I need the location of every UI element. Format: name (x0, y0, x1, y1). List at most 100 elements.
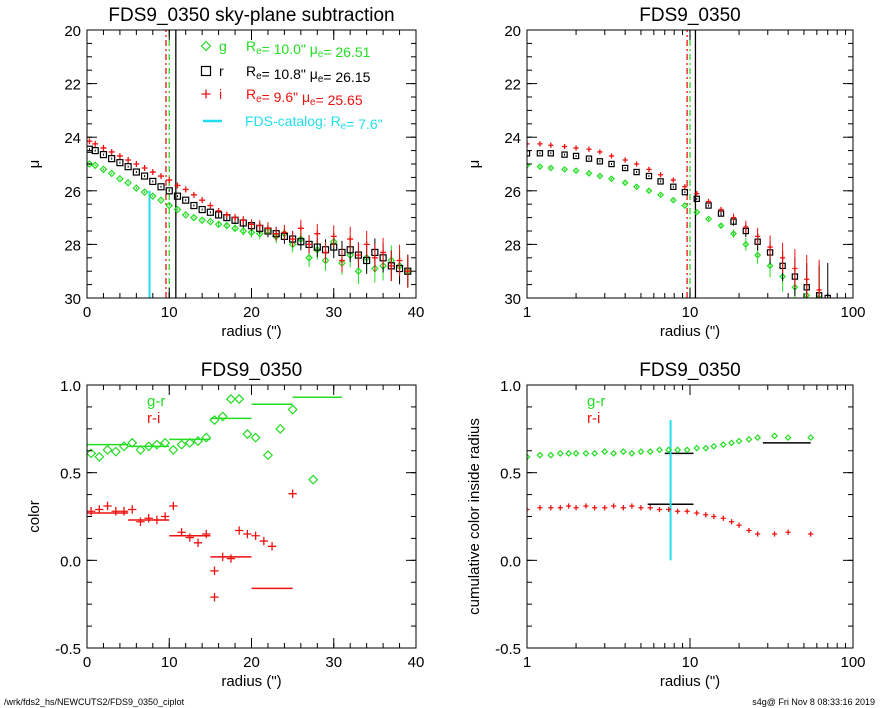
diamond-point (214, 220, 223, 229)
diamond-point (206, 217, 215, 226)
plus-point (174, 182, 181, 189)
legend: g-rr-i (587, 393, 605, 427)
diamond-point (124, 178, 132, 187)
plus-point (243, 529, 252, 539)
diamond-point (683, 446, 691, 454)
plus-point (711, 513, 717, 520)
plus-point (264, 225, 271, 232)
y-tick-label: 1.0 (60, 378, 81, 395)
diamond-point (308, 474, 319, 485)
legend-entry: g-r (147, 393, 165, 410)
legend-entry: r-i (587, 410, 600, 427)
series-g-r (527, 432, 815, 461)
square-point (657, 178, 664, 185)
diamond-point (102, 444, 113, 455)
plus-point (380, 249, 387, 256)
y-tick-label: 0.0 (60, 553, 81, 570)
plus-point (682, 184, 688, 190)
diamond-point (527, 453, 531, 461)
diamond-point (91, 161, 100, 170)
diamond-point (165, 201, 174, 210)
legend-band: i (219, 86, 222, 102)
legend-entry: Re= 10.0" μe= 26.51 (246, 38, 371, 60)
plus-point (248, 221, 255, 228)
plus-point (573, 505, 579, 511)
diamond-point (728, 439, 736, 447)
y-tick-label: 22 (64, 77, 81, 94)
x-tick-label: 40 (408, 654, 425, 671)
diamond-point (217, 411, 228, 422)
diamond-point (745, 435, 753, 443)
plus-point (202, 529, 211, 539)
y-tick-label: 30 (64, 291, 81, 308)
plus-point (527, 141, 530, 147)
diamond-point (151, 439, 162, 450)
plus-point (111, 507, 120, 516)
footer-path: /wrk/fds2_hs/NEWCUTS2/FDS9_0350_ciplot (4, 697, 185, 707)
x-tick-label: 0 (83, 304, 91, 321)
series-i (87, 138, 411, 288)
diamond-point (771, 432, 778, 440)
legend-entry: FDS-catalog: Re= 7.6" (245, 113, 383, 132)
plus-point (87, 507, 96, 516)
square-point (561, 151, 568, 158)
diamond-point (646, 448, 654, 456)
plus-point (638, 505, 644, 511)
plus-point (694, 190, 700, 197)
plus-point (251, 531, 260, 540)
plus-point (746, 527, 752, 534)
diamond-point (608, 175, 615, 183)
legend: g Re= 10.0" μe= 26.51 r Re= 10.8" μe= 26.15… (200, 38, 383, 132)
square-point (206, 208, 214, 216)
x-axis-label: radius (") (660, 323, 720, 340)
plus-point (629, 503, 635, 509)
plus-point (620, 505, 626, 511)
diamond-point (645, 187, 653, 195)
y-tick-label: 24 (504, 130, 521, 147)
y-tick-label: 28 (64, 237, 81, 254)
x-tick-label: 20 (243, 654, 260, 671)
square-point (313, 243, 321, 251)
diamond-point (705, 215, 713, 223)
plus-point (720, 515, 726, 521)
diamond-point (702, 444, 710, 452)
diamond-point (99, 165, 108, 174)
plus-point (736, 522, 742, 528)
diamond-point (536, 451, 544, 459)
y-tick-label: 22 (504, 77, 521, 94)
diamond-point (719, 441, 727, 449)
diamond-point (250, 432, 261, 443)
diamond-point (565, 449, 573, 457)
diamond-point (173, 205, 182, 214)
diamond-point (735, 437, 743, 445)
plus-point (100, 144, 107, 151)
plus-point (755, 531, 761, 537)
x-tick-label: 30 (325, 654, 342, 671)
plus-point (670, 177, 676, 183)
square-point (608, 160, 615, 168)
plus-point (792, 265, 798, 272)
diamond-point (619, 448, 627, 456)
square-point (297, 238, 305, 246)
square-point (165, 187, 173, 195)
plus-point (527, 506, 530, 513)
diamond-point (157, 196, 165, 205)
plus-point (297, 225, 304, 232)
plus-point (207, 202, 214, 209)
square-point (621, 164, 629, 172)
diamond-point (135, 444, 146, 455)
plus-point (573, 145, 579, 151)
plus-point (771, 531, 778, 537)
diamond-point (234, 393, 245, 405)
y-tick-label: 20 (504, 23, 521, 40)
plus-point (656, 506, 663, 513)
plus-point (622, 157, 628, 163)
y-tick-label: 0.5 (60, 466, 81, 483)
diamond-point (754, 251, 762, 259)
diamond-point (807, 434, 815, 442)
legend-entry: Re= 10.8" μe= 26.15 (246, 63, 371, 85)
chart-panel-1: FDS9_0350 sky-plane subtraction radius ("… (26, 5, 424, 340)
plus-point (166, 177, 173, 184)
plus-point (169, 501, 178, 511)
